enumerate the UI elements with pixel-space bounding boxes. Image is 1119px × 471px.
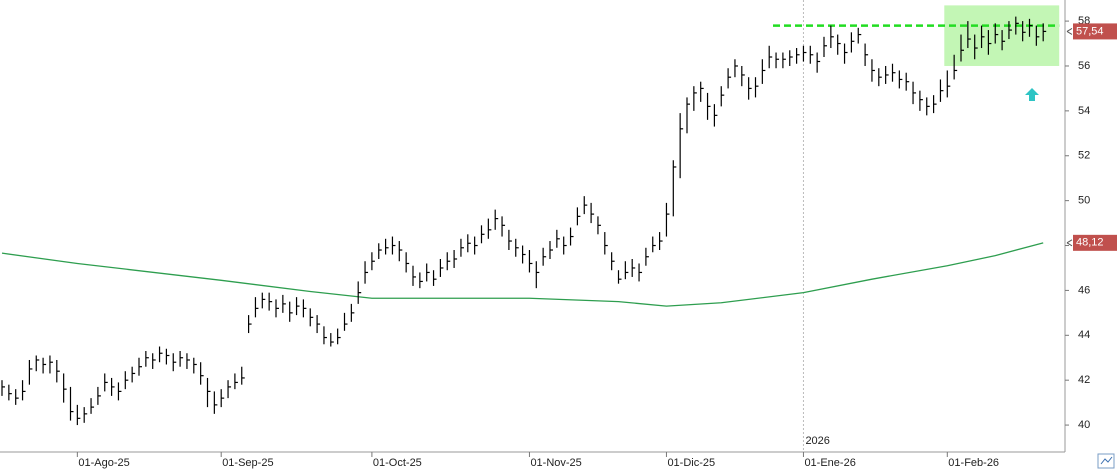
badge-pointer [1066, 27, 1073, 35]
x-tick-label: 01-Dic-25 [667, 457, 715, 469]
x-tick-label: 01-Sep-25 [222, 457, 273, 469]
year-label: 2026 [805, 435, 829, 447]
scale-button[interactable] [1097, 453, 1115, 469]
x-tick-label: 01-Ago-25 [78, 457, 129, 469]
up-arrow [1025, 88, 1039, 101]
badge [1073, 23, 1117, 40]
y-tick-label: 50 [1078, 195, 1090, 207]
x-tick-label: 01-Ene-26 [804, 457, 855, 469]
last-value-label: 48,12 [1076, 237, 1104, 249]
y-tick-label: 44 [1078, 329, 1090, 341]
y-tick-label: 52 [1078, 150, 1090, 162]
last-value-label: 57,54 [1076, 25, 1104, 37]
badge-pointer [1066, 239, 1073, 247]
x-tick-label: 01-Feb-26 [948, 457, 999, 469]
y-tick-label: 42 [1078, 374, 1090, 386]
x-tick-label: 01-Oct-25 [373, 457, 422, 469]
moving-average [1, 242, 1044, 307]
scale-icon [1100, 456, 1113, 465]
y-tick-label: 40 [1078, 419, 1090, 431]
y-tick-label: 54 [1078, 105, 1090, 117]
badge [1073, 234, 1117, 251]
y-tick-label: 46 [1078, 284, 1090, 296]
y-tick-label: 56 [1078, 60, 1090, 72]
x-tick-label: 01-Nov-25 [530, 457, 581, 469]
